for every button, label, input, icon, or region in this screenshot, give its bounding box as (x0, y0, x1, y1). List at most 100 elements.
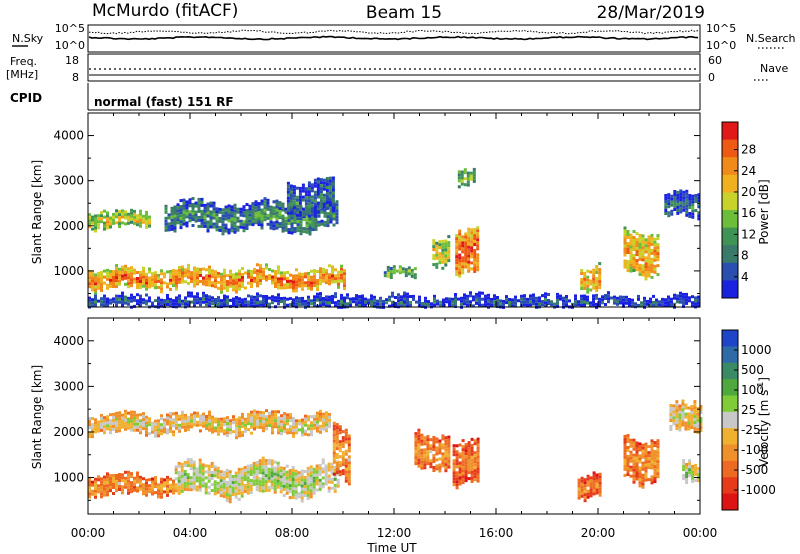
data-cell (580, 479, 584, 483)
data-cell (213, 468, 217, 472)
data-cell (332, 424, 336, 428)
data-cell (247, 416, 250, 420)
data-cell (333, 489, 337, 493)
data-cell (296, 220, 300, 224)
data-cell (157, 285, 160, 289)
data-cell (115, 276, 118, 280)
data-cell (182, 210, 186, 214)
data-cell (179, 205, 183, 209)
data-cell (130, 487, 133, 491)
data-cell (406, 292, 409, 296)
data-cell (333, 483, 337, 487)
data-cell (271, 275, 274, 279)
data-cell (389, 276, 393, 279)
data-cell (151, 304, 154, 308)
data-cell (145, 493, 148, 497)
data-cell (109, 428, 112, 432)
data-cell (335, 435, 339, 439)
data-cell (229, 298, 232, 302)
data-cell (160, 480, 163, 484)
data-cell (326, 218, 330, 222)
data-cell (682, 205, 686, 209)
data-cell (91, 429, 94, 433)
data-cell (241, 418, 244, 422)
data-cell (475, 301, 478, 305)
data-cell (205, 418, 208, 421)
data-cell (112, 412, 115, 416)
data-cell (192, 460, 196, 464)
data-cell (685, 475, 689, 478)
data-cell (475, 292, 478, 296)
data-cell (254, 206, 258, 210)
data-cell (249, 479, 253, 482)
data-cell (294, 469, 298, 473)
data-cell (414, 450, 418, 454)
data-cell (632, 257, 636, 260)
data-cell (271, 410, 274, 414)
data-cell (173, 220, 177, 224)
data-cell (340, 293, 343, 297)
data-cell (145, 418, 148, 422)
data-cell (130, 293, 133, 297)
data-cell (565, 298, 568, 301)
data-cell (195, 470, 199, 474)
data-cell (243, 484, 247, 487)
data-cell (142, 278, 145, 282)
data-cell (650, 275, 654, 279)
data-cell (302, 230, 306, 234)
data-cell (109, 219, 112, 223)
data-cell (635, 444, 639, 448)
data-cell (148, 276, 151, 280)
data-cell (473, 264, 477, 267)
data-cell (127, 423, 130, 427)
data-cell (232, 300, 235, 304)
data-cell (292, 185, 296, 189)
colorbar-segment (722, 428, 738, 446)
data-cell (656, 457, 660, 461)
data-cell (253, 279, 256, 283)
data-cell (476, 443, 480, 447)
data-cell (460, 173, 464, 177)
data-cell (189, 458, 193, 462)
data-cell (632, 480, 636, 484)
data-cell (308, 217, 312, 221)
data-cell (641, 273, 645, 277)
data-cell (196, 423, 199, 427)
data-cell (182, 216, 186, 220)
data-cell (142, 427, 145, 431)
data-cell (417, 440, 421, 444)
data-cell (178, 294, 181, 298)
data-cell (455, 258, 459, 262)
data-cell (699, 420, 703, 423)
data-cell (626, 455, 630, 458)
data-cell (313, 205, 317, 209)
data-cell (214, 285, 217, 289)
data-cell (595, 479, 599, 483)
data-cell (297, 495, 301, 499)
data-cell (215, 207, 219, 211)
data-cell (256, 292, 259, 296)
data-cell (251, 220, 255, 224)
data-cell (629, 269, 633, 273)
data-cell (330, 477, 334, 481)
data-cell (103, 416, 106, 420)
data-cell (130, 211, 133, 215)
data-cell (670, 303, 673, 307)
data-cell (473, 270, 477, 273)
data-cell (458, 455, 462, 459)
data-cell (160, 301, 163, 305)
data-cell (441, 452, 445, 456)
data-cell (277, 268, 280, 272)
data-cell (694, 209, 698, 212)
data-cell (644, 454, 648, 458)
data-cell (303, 482, 307, 485)
data-cell (193, 417, 196, 421)
data-cell (638, 478, 642, 482)
data-cell (166, 270, 169, 274)
data-cell (169, 477, 172, 481)
data-cell (343, 302, 346, 306)
data-cell (142, 301, 145, 305)
data-cell (127, 473, 130, 477)
data-cell (106, 211, 109, 215)
data-cell (322, 202, 326, 206)
